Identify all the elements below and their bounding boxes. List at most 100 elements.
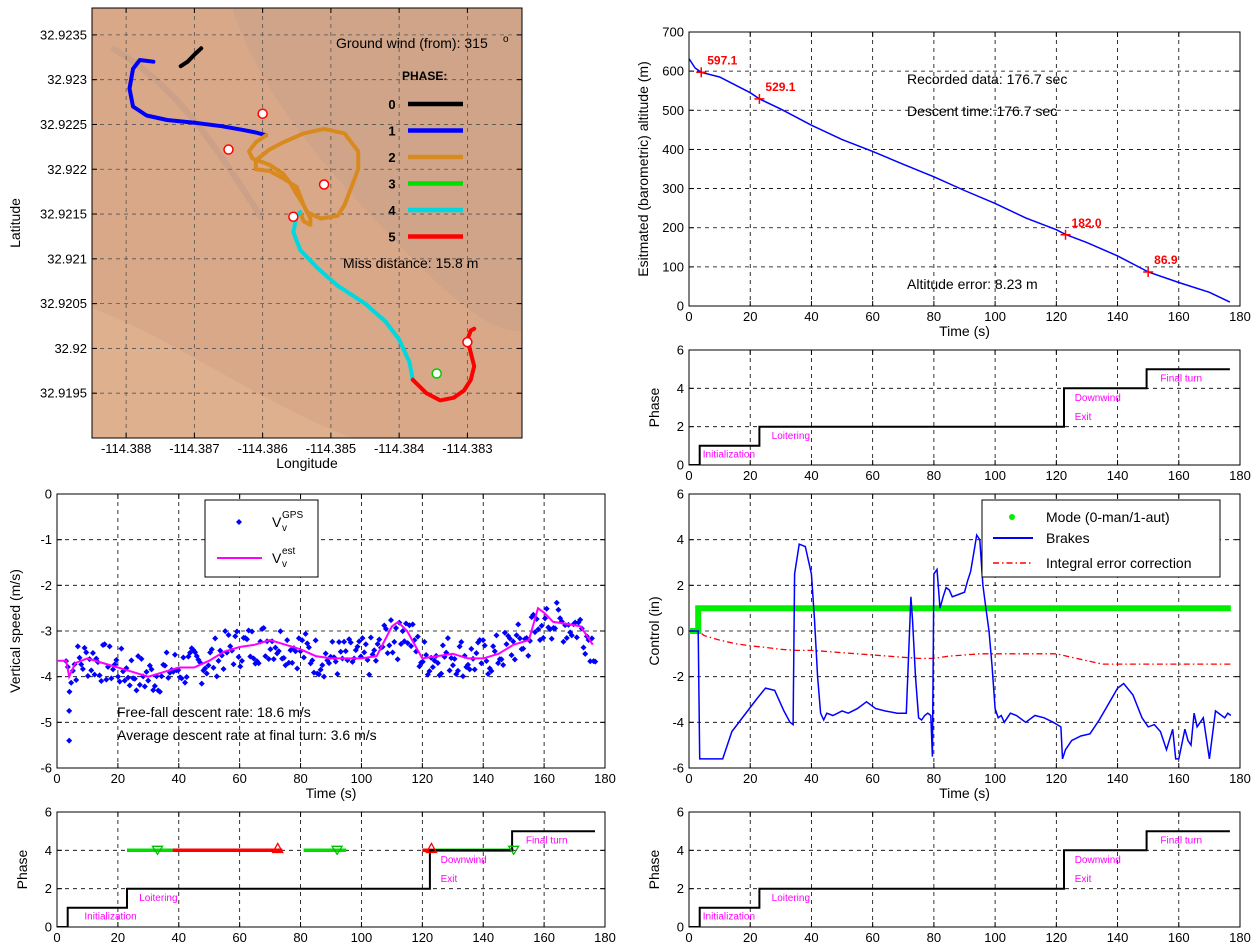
control-axes: 0 20 40 60 80 100 120 140 160 180 -6 -4 -2 0 2 4 6 Time (…	[646, 487, 1251, 802]
phase-bottom-left-xtick-label: 100	[351, 930, 373, 945]
gps-point	[235, 653, 242, 660]
phase-label: Downwind	[1075, 855, 1121, 866]
gps-point	[96, 672, 103, 679]
gps-point	[421, 638, 428, 645]
control-legend-label: Integral error correction	[1046, 555, 1192, 571]
vspeed-legend-sub: v	[282, 559, 287, 570]
phase-bottom-right-ytick-label: 6	[677, 805, 684, 820]
gps-point	[89, 649, 96, 656]
phase-top-xtick-label: 0	[685, 468, 692, 483]
vspeed-ytick-label: -5	[40, 715, 52, 730]
gps-point	[439, 642, 446, 649]
gps-point	[66, 737, 73, 744]
phase-label: Loitering	[772, 431, 810, 442]
gps-point	[449, 662, 456, 669]
vspeed-ylabel: Vertical speed (m/s)	[7, 569, 23, 693]
phase-bottom-left-xtick-label: 160	[533, 930, 555, 945]
phase-bottom-left-xtick-label: 120	[411, 930, 433, 945]
vspeed-xtick-label: 160	[533, 771, 555, 786]
gps-point	[326, 660, 333, 667]
phase-bottom-right-xtick-label: 80	[927, 930, 941, 945]
gps-point	[592, 658, 599, 665]
altitude-xtick-label: 120	[1045, 309, 1067, 324]
phase-legend-label: 2	[388, 150, 395, 165]
phase-bottom-right-xtick-label: 60	[865, 930, 879, 945]
gps-point	[506, 635, 513, 642]
gps-point	[320, 673, 327, 680]
gps-point	[560, 638, 567, 645]
gps-point	[483, 658, 490, 665]
gps-point	[205, 662, 212, 669]
map-xtick-label: -114.384	[374, 441, 424, 456]
gps-point	[260, 624, 267, 631]
phase-legend-label: 5	[388, 230, 395, 245]
phase-bottom-left-xtick-label: 80	[293, 930, 307, 945]
gps-point	[277, 628, 284, 635]
average-descent-annotation: Average descent rate at final turn: 3.6 …	[117, 727, 377, 743]
gps-point	[187, 649, 194, 656]
gps-point	[180, 654, 187, 661]
phase-bottom-left-xtick-label: 0	[53, 930, 60, 945]
gps-point	[238, 657, 245, 664]
gps-point	[481, 642, 488, 649]
gps-point	[183, 673, 190, 680]
map-ytick-label: 32.923	[47, 72, 87, 87]
vspeed-estimate-line	[57, 606, 594, 681]
gps-point	[468, 645, 475, 652]
gps-point	[232, 633, 239, 640]
gps-point	[138, 655, 145, 662]
control-ytick-label: 2	[677, 578, 684, 593]
gps-point	[163, 649, 170, 656]
control-xtick-label: 40	[804, 771, 818, 786]
vspeed-xtick-label: 100	[351, 771, 373, 786]
gps-point	[275, 648, 282, 655]
gps-point	[210, 664, 217, 671]
map-terrain-shade	[232, 8, 522, 338]
gps-point	[131, 675, 138, 682]
gps-point	[389, 649, 396, 656]
gps-point	[419, 658, 426, 665]
gps-point	[84, 672, 91, 679]
gps-point	[478, 660, 485, 667]
map-ytick-label: 32.9195	[40, 386, 87, 401]
phase-bottom-right-xtick-label: 20	[743, 930, 757, 945]
vspeed-ytick-label: -6	[40, 761, 52, 776]
gps-point	[387, 617, 394, 624]
altitude-ytick-label: 300	[662, 181, 684, 196]
gps-point	[106, 643, 113, 650]
altitude-ytick-label: 400	[662, 142, 684, 157]
gps-point	[230, 661, 237, 668]
gps-point	[113, 657, 120, 664]
map-xlabel: Longitude	[276, 455, 338, 471]
gps-point	[227, 643, 234, 650]
gps-point	[404, 640, 411, 647]
gps-point	[538, 622, 545, 629]
gps-point	[542, 615, 549, 622]
control-xtick-label: 20	[743, 771, 757, 786]
map-ytick-label: 32.9225	[40, 117, 87, 132]
phase-bottom-right-xtick-label: 100	[984, 930, 1006, 945]
gps-point	[520, 645, 527, 652]
altitude-xtick-label: 160	[1168, 309, 1190, 324]
phase-top-ytick-label: 4	[677, 381, 684, 396]
altitude-ylabel: Esitmated (barometric) altitude (m)	[635, 61, 651, 277]
control-ytick-label: -2	[672, 669, 684, 684]
gps-point	[262, 653, 269, 660]
vspeed-legend-box	[204, 499, 319, 578]
gps-point	[582, 650, 589, 657]
gps-point	[255, 660, 262, 667]
gps-point	[382, 625, 389, 632]
gps-point	[376, 636, 383, 643]
phase-bottom-right-xtick-label: 140	[1107, 930, 1129, 945]
gps-point	[101, 641, 108, 648]
map-xtick-label: -114.385	[306, 441, 356, 456]
phase-top-xtick-label: 80	[927, 468, 941, 483]
gps-point	[434, 660, 441, 667]
gps-point	[451, 655, 458, 662]
phase-bottom-left-axes: 0 20 40 60 80 100 120 140 160 180 0 2 4 6 Phase Initial…	[14, 805, 616, 946]
gps-point	[508, 652, 515, 659]
gps-point	[374, 641, 381, 648]
gps-point	[305, 644, 312, 651]
gps-point	[423, 652, 430, 659]
control-xtick-label: 0	[685, 771, 692, 786]
